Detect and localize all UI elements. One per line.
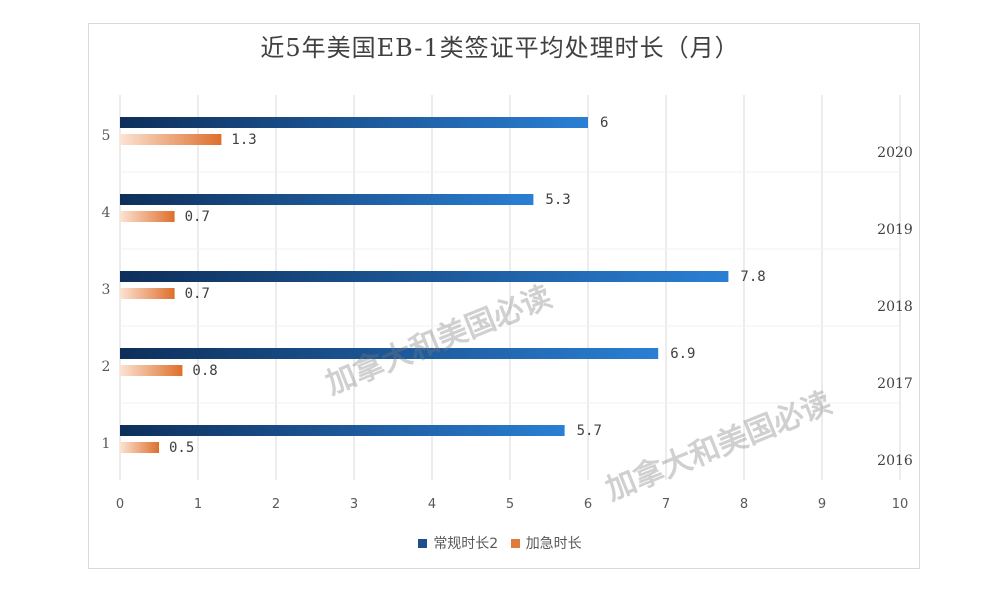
y-tick-label-1: 1 bbox=[102, 436, 111, 452]
year-label-2019: 2019 bbox=[877, 222, 913, 238]
y-tick-label-5: 5 bbox=[102, 128, 111, 144]
bar-expedited-2 bbox=[120, 365, 183, 376]
year-label-2016: 2016 bbox=[877, 453, 913, 469]
chart-title: 近5年美国EB-1类签证平均处理时长（月） bbox=[260, 34, 740, 62]
legend-item-expedited: 加急时长 bbox=[510, 533, 582, 553]
x-tick-label-7: 7 bbox=[662, 497, 670, 512]
legend-swatch-expedited bbox=[510, 538, 520, 548]
year-label-2017: 2017 bbox=[877, 376, 913, 392]
bar-expedited-1 bbox=[120, 442, 159, 453]
data-label-expedited-2: 0.8 bbox=[192, 363, 217, 379]
x-tick-label-8: 8 bbox=[740, 497, 748, 512]
x-tick-label-1: 1 bbox=[194, 497, 202, 512]
data-label-expedited-5: 1.3 bbox=[231, 132, 256, 148]
x-tick-label-2: 2 bbox=[272, 497, 280, 512]
x-tick-label-6: 6 bbox=[584, 497, 592, 512]
data-label-regular-5: 6 bbox=[600, 115, 608, 131]
x-tick-label-3: 3 bbox=[350, 497, 358, 512]
bar-regular-4 bbox=[120, 194, 534, 205]
chart-frame bbox=[88, 23, 920, 569]
x-tick-label-10: 10 bbox=[892, 497, 909, 512]
legend-label-expedited: 加急时长 bbox=[525, 536, 582, 552]
bar-regular-1 bbox=[120, 425, 565, 436]
data-label-expedited-3: 0.7 bbox=[185, 286, 210, 302]
x-tick-label-0: 0 bbox=[116, 497, 124, 512]
bar-expedited-4 bbox=[120, 211, 175, 222]
year-label-2018: 2018 bbox=[877, 299, 913, 315]
data-label-expedited-1: 0.5 bbox=[169, 440, 194, 456]
x-tick-label-4: 4 bbox=[428, 497, 436, 512]
legend-label-regular: 常规时长2 bbox=[433, 536, 499, 552]
bar-regular-2 bbox=[120, 348, 659, 359]
legend-swatch-regular bbox=[418, 538, 428, 548]
x-tick-label-9: 9 bbox=[818, 497, 826, 512]
data-label-regular-3: 7.8 bbox=[740, 269, 765, 285]
year-label-2020: 2020 bbox=[877, 145, 913, 161]
data-label-expedited-4: 0.7 bbox=[185, 209, 210, 225]
bar-regular-5 bbox=[120, 117, 588, 128]
data-label-regular-4: 5.3 bbox=[545, 192, 570, 208]
bar-regular-3 bbox=[120, 271, 729, 282]
legend: 常规时长2 加急时长 bbox=[0, 533, 1000, 553]
legend-item-regular: 常规时长2 bbox=[418, 533, 498, 553]
x-tick-label-5: 5 bbox=[506, 497, 514, 512]
bar-expedited-5 bbox=[120, 134, 222, 145]
data-label-regular-2: 6.9 bbox=[670, 346, 695, 362]
y-tick-label-4: 4 bbox=[102, 205, 111, 221]
y-tick-label-3: 3 bbox=[102, 282, 111, 298]
bar-expedited-3 bbox=[120, 288, 175, 299]
y-tick-label-2: 2 bbox=[102, 359, 111, 375]
data-label-regular-1: 5.7 bbox=[577, 423, 602, 439]
